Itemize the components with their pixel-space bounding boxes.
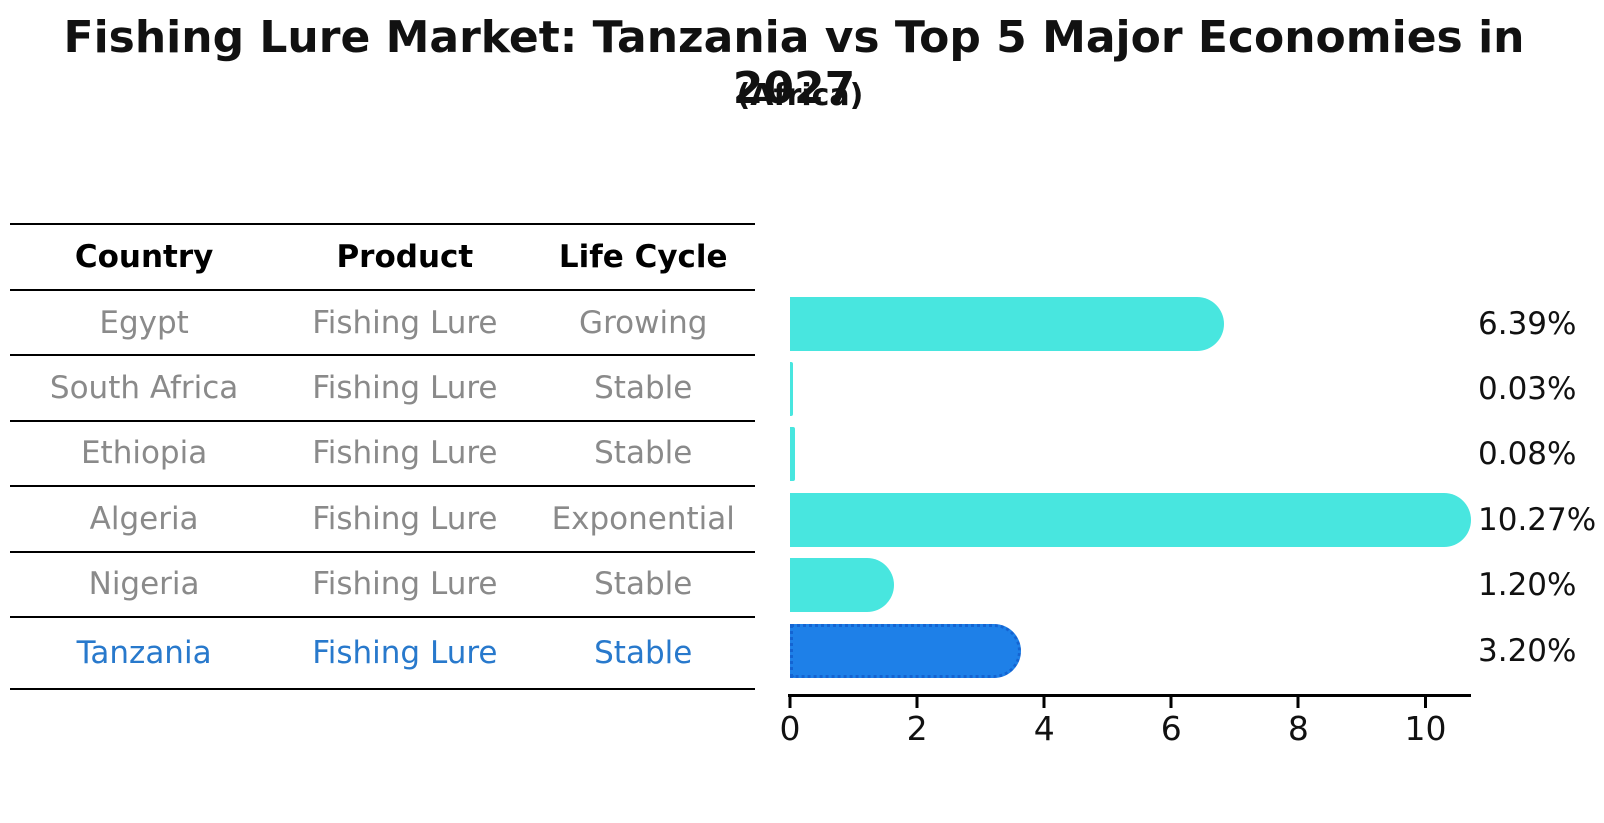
- cell-country: South Africa: [49, 370, 239, 407]
- cell-country: Ethiopia: [80, 435, 208, 472]
- tick-mark: [1169, 694, 1173, 708]
- table-row-ethiopia: Ethiopia Fishing Lure Stable: [10, 422, 755, 488]
- cell-life-cycle: Stable: [594, 435, 693, 472]
- cell-product: Fishing Lure: [312, 435, 498, 472]
- x-axis-line: [788, 694, 1471, 697]
- cell-life-cycle: Stable: [594, 370, 693, 407]
- x-axis-tick: 2: [907, 694, 928, 748]
- cell-country: Algeria: [89, 500, 199, 537]
- tick-label: 8: [1287, 709, 1309, 748]
- x-axis-tick: 10: [1405, 694, 1447, 748]
- value-label: 0.08%: [1478, 436, 1577, 473]
- table-row-tanzania: Tanzania Fishing Lure Stable: [10, 618, 755, 688]
- cell-life-cycle: Exponential: [551, 500, 735, 537]
- comparison-table: Country Product Life Cycle Egypt Fishing…: [10, 223, 755, 690]
- tick-mark: [1424, 694, 1427, 708]
- cell-life-cycle: Stable: [594, 566, 693, 603]
- tick-label: 6: [1160, 709, 1182, 748]
- tick-label: 4: [1033, 709, 1055, 748]
- header-cell-product: Product: [336, 239, 474, 275]
- value-label: 1.20%: [1478, 567, 1577, 604]
- cell-product: Fishing Lure: [312, 304, 498, 341]
- tick-label: 0: [779, 709, 801, 748]
- cell-product: Fishing Lure: [312, 370, 498, 407]
- page-subtitle: (Africa): [736, 78, 864, 113]
- cell-product: Fishing Lure: [312, 500, 498, 537]
- cell-country: Egypt: [99, 304, 189, 341]
- x-axis-tick: 6: [1161, 694, 1182, 748]
- page-title: Fishing Lure Market: Tanzania vs Top 5 M…: [63, 12, 1525, 114]
- bar-egypt: [790, 296, 1225, 351]
- bar-algeria: [790, 492, 1471, 547]
- table-header-row: Country Product Life Cycle: [10, 225, 755, 291]
- x-axis-tick: 4: [1034, 694, 1055, 748]
- cell-country: Nigeria: [88, 566, 200, 603]
- value-label: 3.20%: [1478, 632, 1577, 669]
- value-label: 10.27%: [1478, 501, 1597, 538]
- tick-mark: [1296, 694, 1300, 708]
- tick-mark: [915, 694, 919, 708]
- x-axis-tick: 8: [1288, 694, 1309, 748]
- tick-label: 10: [1404, 709, 1447, 748]
- table-row-egypt: Egypt Fishing Lure Growing: [10, 291, 755, 357]
- cell-country: Tanzania: [76, 634, 212, 671]
- bar-ethiopia: [790, 427, 796, 482]
- x-axis-tick: 0: [780, 694, 801, 748]
- bar-tanzania-highlighted: [790, 623, 1022, 678]
- tick-mark: [788, 694, 792, 708]
- cell-life-cycle: Stable: [594, 634, 693, 671]
- bar-nigeria: [790, 558, 895, 613]
- header-cell-country: Country: [74, 239, 214, 275]
- value-label: 6.39%: [1478, 305, 1577, 342]
- header-cell-life-cycle: Life Cycle: [558, 239, 728, 275]
- cell-life-cycle: Growing: [579, 304, 708, 341]
- cell-product: Fishing Lure: [312, 634, 498, 671]
- bar-south-africa: [790, 361, 793, 416]
- tick-mark: [1042, 694, 1046, 708]
- value-label: 0.03%: [1478, 370, 1577, 407]
- table-row-nigeria: Nigeria Fishing Lure Stable: [10, 553, 755, 618]
- tick-label: 2: [906, 709, 928, 748]
- cell-product: Fishing Lure: [312, 566, 498, 603]
- table-row-algeria: Algeria Fishing Lure Exponential: [10, 487, 755, 553]
- table-row-south-africa: South Africa Fishing Lure Stable: [10, 356, 755, 422]
